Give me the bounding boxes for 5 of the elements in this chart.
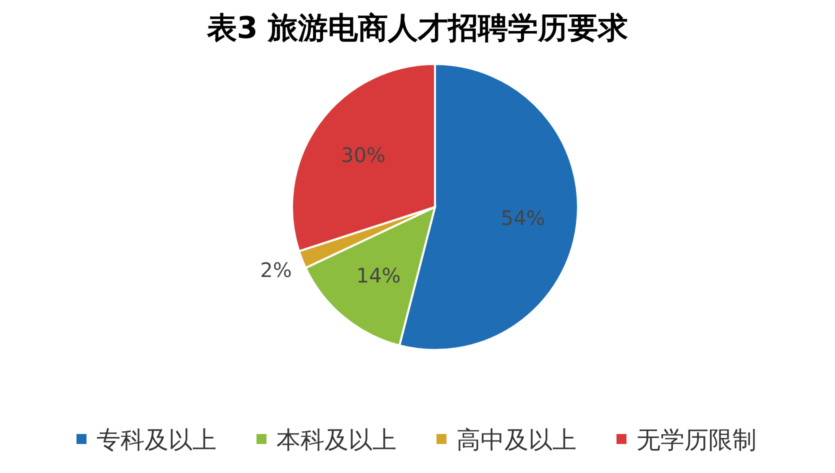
legend-label: 高中及以上 <box>456 426 576 454</box>
legend-label: 无学历限制 <box>636 426 756 454</box>
legend-label: 本科及以上 <box>276 426 396 454</box>
legend-label: 专科及以上 <box>96 426 216 454</box>
title: 表3 旅游电商人才招聘学历要求 <box>206 11 628 46</box>
